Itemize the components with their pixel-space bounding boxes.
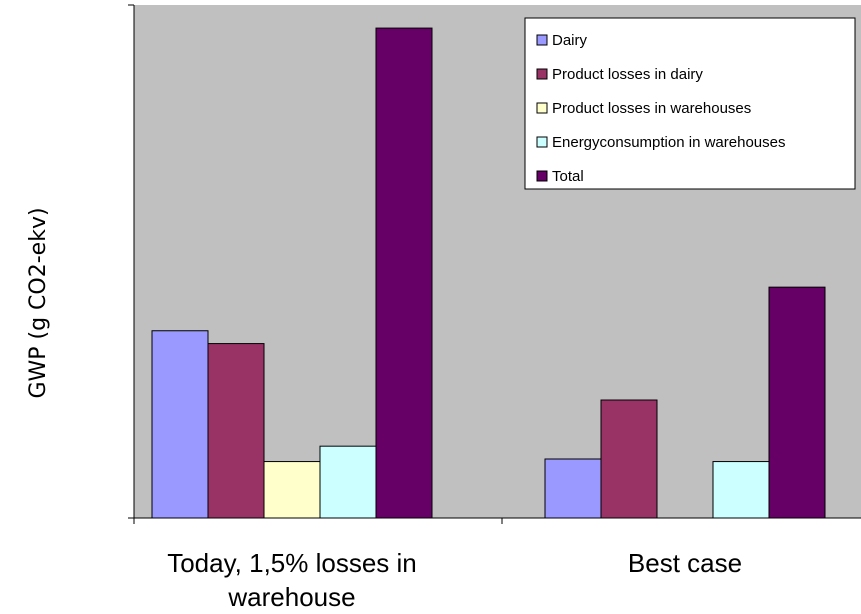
bar-energyconsumption-in-warehouses-0 [319, 445, 377, 519]
legend-label-0: Dairy [552, 32, 588, 49]
legend-swatch-1 [536, 68, 548, 80]
x-tick-label-line: Best case [628, 548, 742, 578]
legend-label-4: Total [552, 168, 584, 185]
legend-items: Dairy Product losses in dairy Product loss… [536, 32, 785, 185]
bars-group [151, 27, 826, 519]
legend-label-1: Product losses in dairy [552, 66, 703, 83]
bar-product-losses-in-warehouses-0 [263, 461, 321, 519]
bar-energyconsumption-in-warehouses-1 [712, 461, 770, 519]
bar-product-losses-in-dairy-1 [600, 399, 658, 519]
legend-swatch-0 [536, 34, 548, 46]
legend-label-2: Product losses in warehouses [552, 100, 751, 117]
y-axis-label: GWP (g CO2-ekv) [26, 207, 51, 398]
x-tick-label-1: Best case [628, 548, 742, 578]
legend-label-3: Energyconsumption in warehouses [552, 134, 785, 151]
axes-group [128, 4, 861, 524]
legend-box [524, 17, 856, 190]
bar-dairy-0 [151, 330, 209, 519]
legend-swatch-2 [536, 102, 548, 114]
bar-dairy-1 [544, 458, 602, 519]
x-tick-labels: Today, 1,5% losses in warehouse Best case [167, 548, 742, 612]
bar-total-1 [768, 286, 826, 519]
x-tick-label-0: Today, 1,5% losses in warehouse [167, 548, 417, 612]
legend-swatch-4 [536, 170, 548, 182]
bar-total-0 [375, 27, 433, 519]
bar-product-losses-in-dairy-0 [207, 343, 265, 519]
legend: Dairy Product losses in dairy Product loss… [524, 17, 856, 190]
x-tick-label-line: warehouse [227, 582, 355, 612]
x-tick-label-line: Today, 1,5% losses in [167, 548, 417, 578]
legend-swatch-3 [536, 136, 548, 148]
